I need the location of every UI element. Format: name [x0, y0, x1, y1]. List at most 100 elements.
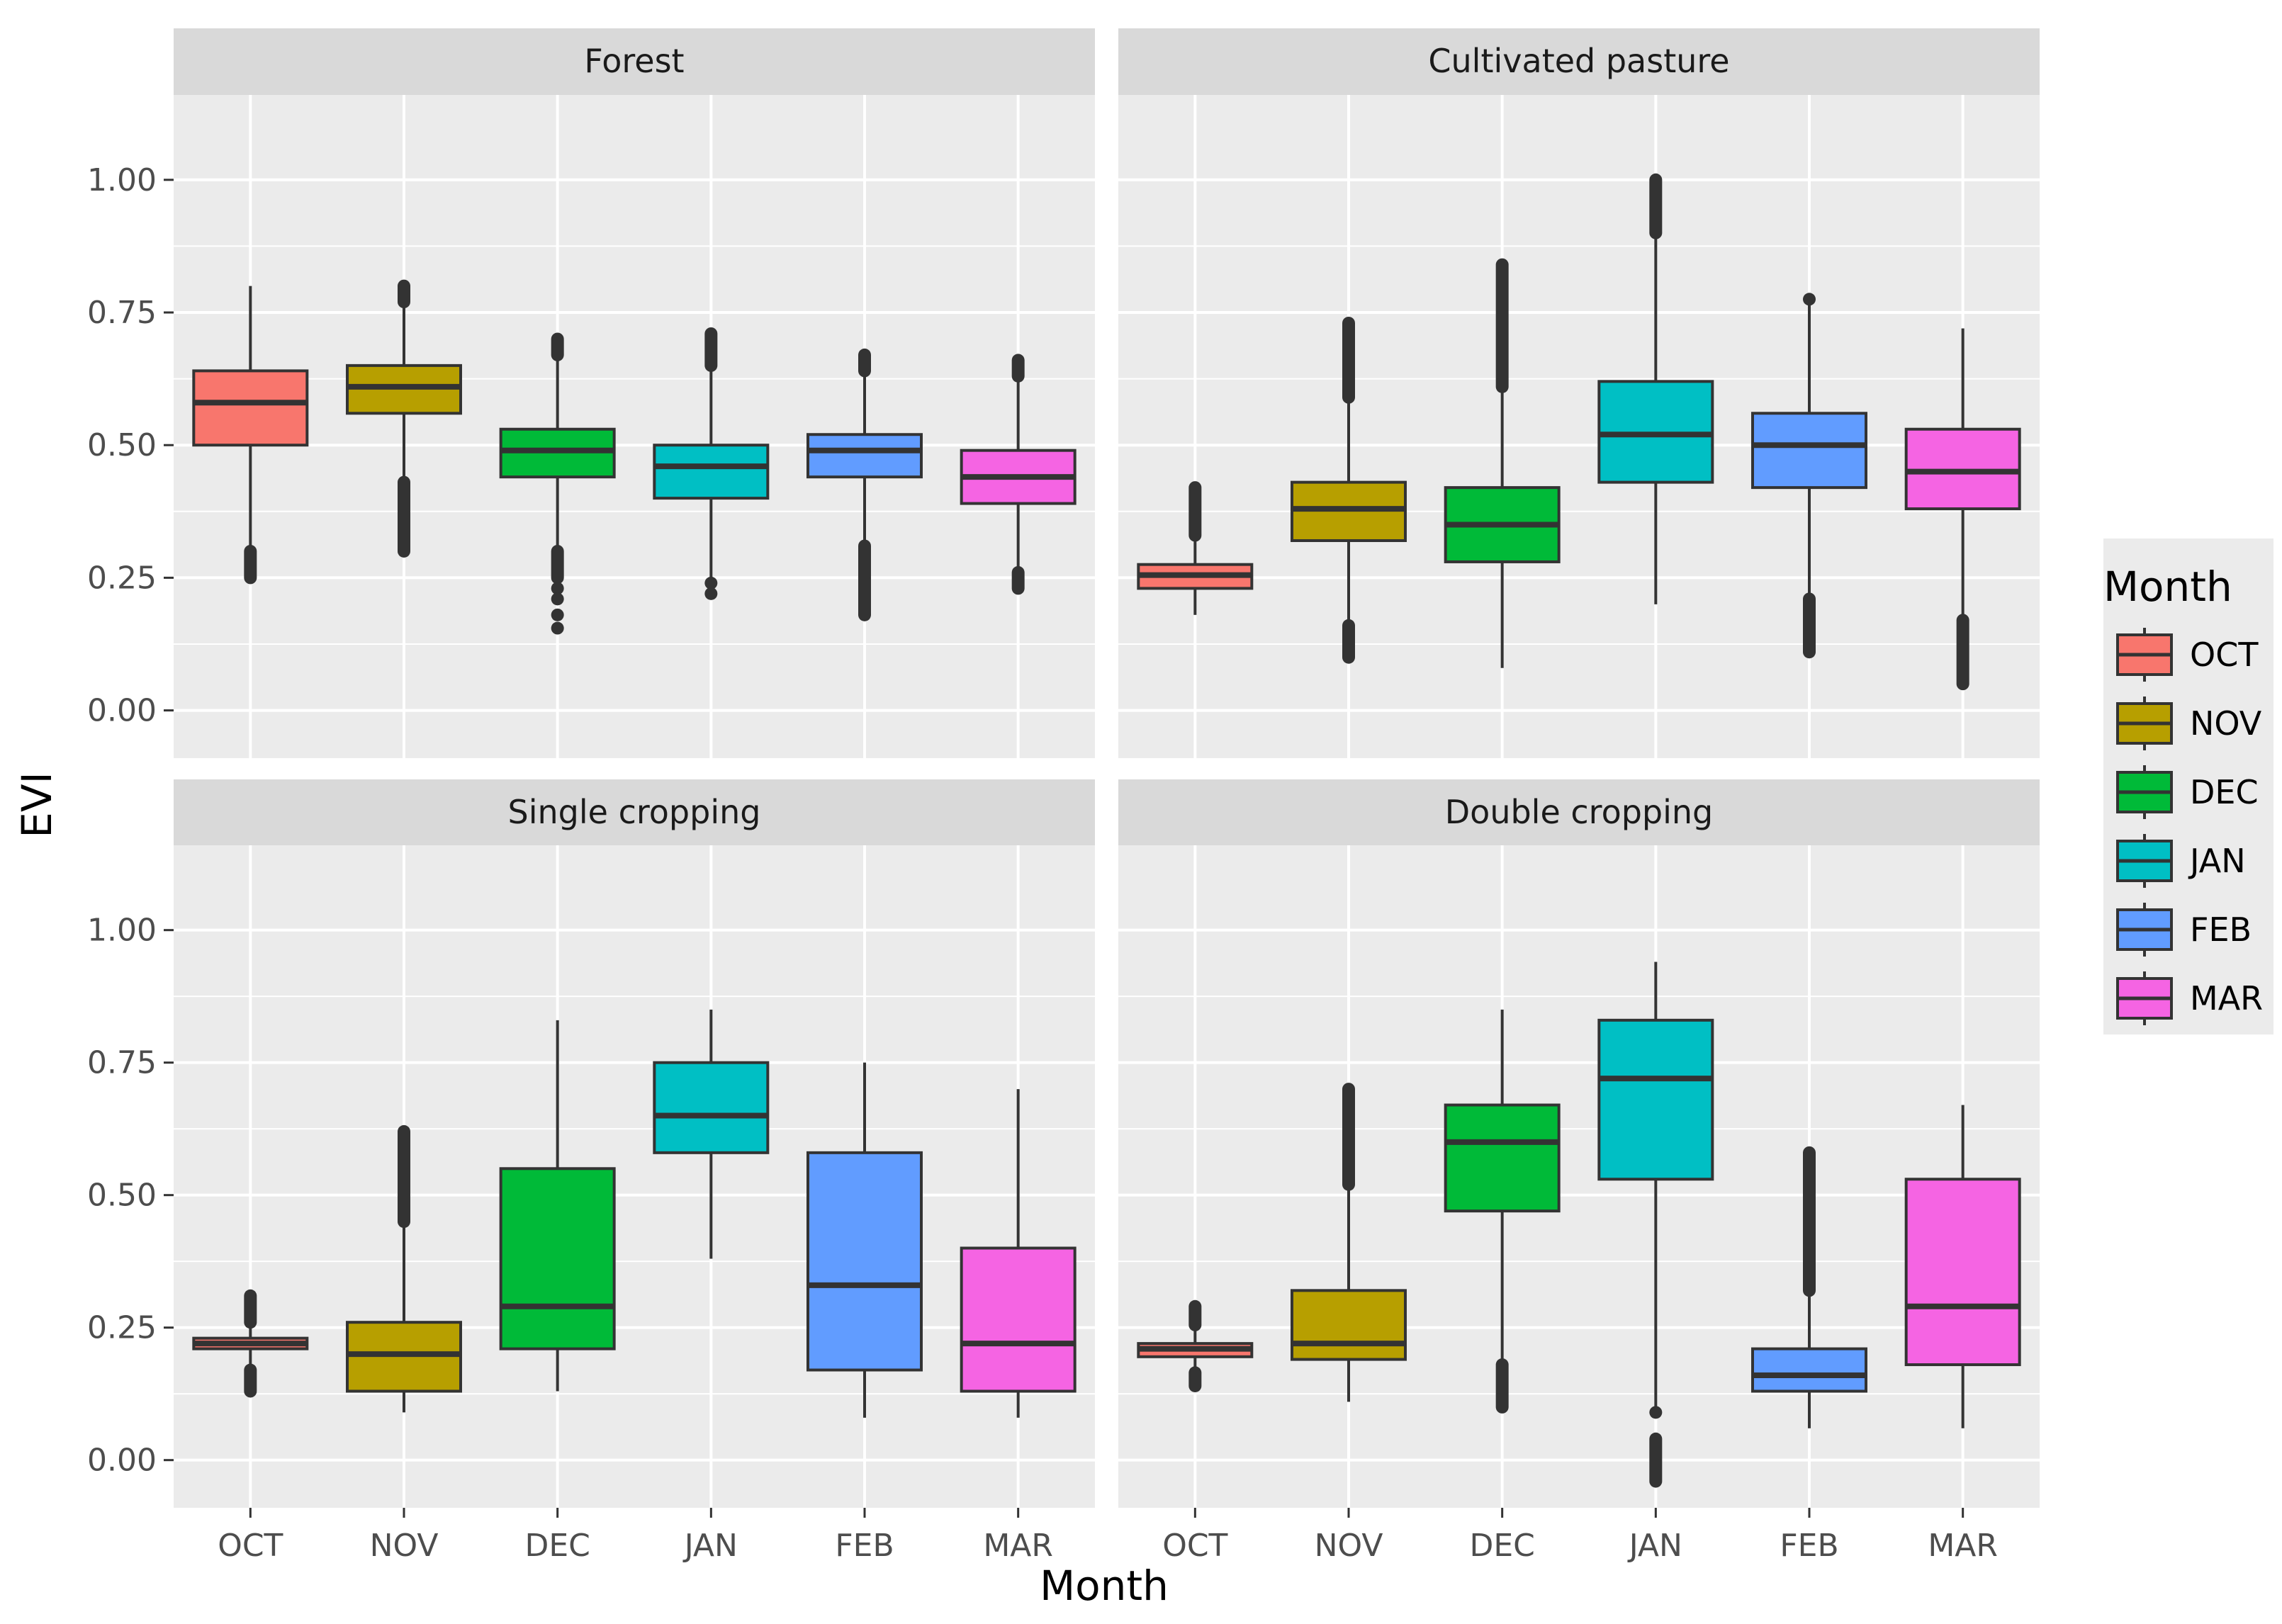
- box-feb: [1751, 293, 1867, 659]
- y-tick-label: 0.50: [87, 1178, 157, 1214]
- y-tick-label: 0.75: [87, 1045, 157, 1081]
- y-tick-label: 0.75: [87, 295, 157, 331]
- outlier-point: [1649, 1406, 1663, 1419]
- y-tick-label: 1.00: [87, 162, 157, 198]
- box-feb: [806, 1062, 923, 1418]
- legend: Month OCT NOV DEC JAN FEB MAR: [2103, 538, 2273, 1034]
- box-body: [1904, 1178, 2021, 1367]
- x-tick-label: MAR: [983, 1528, 1053, 1564]
- legend-label: OCT: [2190, 636, 2259, 674]
- plot-background: [1118, 845, 2040, 1508]
- legend-entry-nov: NOV: [2116, 697, 2262, 750]
- legend-entry-feb: FEB: [2116, 903, 2252, 957]
- box-dec: [1444, 258, 1561, 668]
- y-tick-label: 0.25: [87, 1310, 157, 1346]
- facet-panel-double-cropping: Double cropping OCT NOV DEC JAN FEB MAR: [1118, 779, 2040, 1564]
- box-body: [806, 1151, 923, 1372]
- legend-entry-jan: JAN: [2116, 834, 2246, 888]
- y-tick-label: 0.50: [87, 427, 157, 463]
- x-tick-label: MAR: [1928, 1528, 1998, 1564]
- plot-background: [174, 845, 1095, 1508]
- box-body: [192, 369, 309, 447]
- outlier-point: [704, 576, 718, 590]
- y-tick-label: 1.00: [87, 913, 157, 949]
- facet-panel-cultivated-pasture: Cultivated pasture: [1118, 28, 2040, 758]
- outlier-point: [704, 587, 718, 600]
- x-tick-label: NOV: [370, 1528, 439, 1564]
- facet-title: Single cropping: [508, 793, 761, 831]
- box-body: [653, 1061, 770, 1154]
- box-mar: [960, 354, 1077, 595]
- box-dec: [499, 332, 616, 635]
- box-mar: [1904, 1105, 2021, 1428]
- legend-entry-dec: DEC: [2116, 765, 2259, 819]
- y-tick-label: 0.00: [87, 693, 157, 729]
- outlier-point: [1803, 293, 1816, 306]
- box-mar: [960, 1089, 1077, 1418]
- box-feb: [806, 348, 923, 621]
- facet-strip: [174, 779, 1095, 845]
- box-body: [499, 1167, 616, 1350]
- box-body: [806, 433, 923, 479]
- y-axis-title: EVI: [13, 772, 61, 838]
- x-tick-label: FEB: [1780, 1528, 1838, 1564]
- y-tick-label: 0.00: [87, 1443, 157, 1479]
- x-tick-label: NOV: [1315, 1528, 1383, 1564]
- box-jan: [1597, 962, 1714, 1488]
- box-jan: [1597, 173, 1714, 604]
- box-jan: [653, 1009, 770, 1259]
- x-tick-label: DEC: [524, 1528, 590, 1564]
- box-oct: [192, 1289, 309, 1398]
- box-nov: [1291, 1083, 1407, 1402]
- box-jan: [653, 327, 770, 600]
- legend-entry-oct: OCT: [2116, 628, 2259, 682]
- box-nov: [346, 1124, 462, 1413]
- legend-entry-mar: MAR: [2116, 971, 2263, 1025]
- box-body: [1597, 1018, 1714, 1181]
- facet-strip: [174, 28, 1095, 95]
- x-tick-label: OCT: [1162, 1528, 1227, 1564]
- facet-strip: [1118, 28, 2040, 95]
- outlier-point: [551, 582, 564, 595]
- x-tick-label: DEC: [1469, 1528, 1534, 1564]
- x-tick-label: JAN: [1627, 1528, 1682, 1564]
- legend-label: MAR: [2190, 979, 2263, 1017]
- outlier-point: [551, 592, 564, 606]
- facet-title: Cultivated pasture: [1428, 42, 1729, 80]
- box-oct: [192, 286, 309, 585]
- box-mar: [1904, 328, 2021, 691]
- facet-panel-forest: Forest 0.00 0.25 0.50 0.75 1.00: [87, 28, 1095, 758]
- box-nov: [346, 279, 462, 558]
- outlier-point: [551, 621, 564, 635]
- box-body: [1444, 1103, 1561, 1213]
- plot-background: [1118, 95, 2040, 758]
- legend-label: FEB: [2190, 910, 2252, 949]
- facet-panel-single-cropping: Single cropping 0.00 0.25 0.50 0.75 1.00 OCT NO…: [87, 779, 1095, 1564]
- x-tick-label: JAN: [682, 1528, 738, 1564]
- y-tick-label: 0.25: [87, 560, 157, 596]
- x-axis-title: Month: [1040, 1562, 1169, 1610]
- legend-label: DEC: [2190, 773, 2259, 811]
- facet-title: Double cropping: [1445, 793, 1714, 831]
- box-body: [1751, 1347, 1867, 1393]
- plot-background: [174, 95, 1095, 758]
- box-body: [653, 444, 770, 500]
- box-dec: [1444, 1009, 1561, 1414]
- legend-title: Month: [2103, 563, 2232, 611]
- box-body: [1751, 412, 1867, 490]
- legend-label: JAN: [2188, 842, 2246, 880]
- facet-panels: Forest 0.00 0.25 0.50 0.75 1.00 Cultivated pas…: [87, 28, 2040, 1564]
- facet-title: Forest: [584, 42, 684, 80]
- x-tick-label: FEB: [835, 1528, 894, 1564]
- outlier-point: [551, 608, 564, 621]
- box-oct: [1137, 1299, 1254, 1392]
- box-oct: [1137, 481, 1254, 615]
- legend-label: NOV: [2190, 704, 2262, 743]
- box-nov: [1291, 316, 1407, 664]
- box-feb: [1751, 1146, 1867, 1428]
- box-body: [960, 1246, 1077, 1393]
- x-tick-label: OCT: [218, 1528, 283, 1564]
- box-dec: [499, 1020, 616, 1392]
- facet-strip: [1118, 779, 2040, 845]
